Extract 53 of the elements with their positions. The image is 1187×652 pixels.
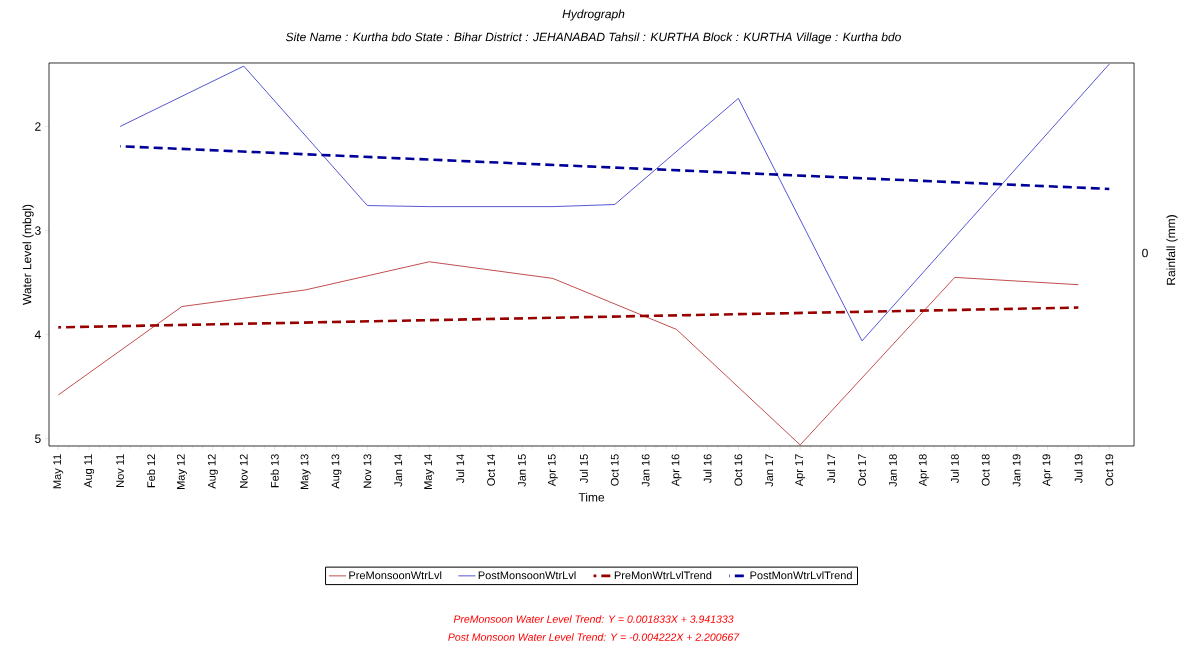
x-tick-label: Jan 15 [518,454,526,487]
x-tick-label: Aug 11 [84,454,95,488]
x-tick-label: Jan 16 [641,454,650,487]
x-tick-label: Jul 18 [950,454,959,483]
x-tick-label: Oct 16 [734,454,743,486]
text: 0 [1142,248,1148,258]
x-tick-label: Jul 17 [827,454,836,483]
x-tick-label: Jul 15 [579,454,588,483]
x-tick-label: Feb 13 [270,454,279,488]
x-tick-label: Oct 14 [487,454,495,486]
x-tick-label: Jul 19 [1074,454,1083,483]
x-tick-label: Jan 17 [765,454,774,487]
x-tick-label: Oct 18 [981,454,990,486]
x-tick-label: Jan 14 [394,454,403,487]
y-tick-label: 4 [34,330,41,339]
x-tick-label: May 14 [424,454,435,489]
text: Rainfall (mm) [1166,215,1178,285]
x-tick-label: May 13 [300,454,311,489]
x-tick-label: Nov 12 [239,454,248,488]
x-tick-label: Oct 19 [1105,454,1114,486]
x-tick-label: May 12 [176,454,187,489]
x-tick-label: Apr 15 [547,454,558,487]
x-tick-label: Aug 13 [331,454,342,489]
chart-subtitle: Site Name : Kurtha bdo State : Bihar District : JEHANABAD Tahsil : KURTHA Block : KURTHA Village : Kurtha bdo [285,32,901,44]
line-series [57,261,1079,446]
x-tick-label: Jul 14 [456,454,465,483]
x-tick-label: Oct 17 [858,454,866,486]
x-tick-label: Jul 16 [703,454,712,483]
x-tick-label: Apr 16 [671,454,682,487]
x-tick-label: Nov 11 [116,454,124,487]
x-tick-label: Nov 13 [363,454,372,488]
legend-label: PreMonWtrLvlTrend [614,571,712,580]
x-tick-label: Apr 19 [1042,454,1053,487]
y-axis-title: Water Level (mbgl) [22,204,34,305]
line-series [119,63,1110,342]
y-tick-label: 3 [34,226,41,235]
x-tick-label: Apr 17 [795,454,806,487]
legend-label: PreMonsoonWtrLvl [349,571,442,580]
legend-label: PostMonWtrLvlTrend [750,571,852,580]
x-axis-title: Time [578,492,605,502]
x-tick-label: Aug 12 [207,454,218,489]
x-tick-label: Feb 12 [146,454,156,488]
x-tick-label: Jan 19 [1012,454,1021,487]
x-tick-label: Apr 18 [918,454,929,487]
x-tick-label: Oct 15 [610,454,619,486]
y-tick-label: 2 [35,122,41,131]
x-tick-label: Jan 18 [889,454,897,487]
text: PreMonsoon Water Level Trend: Y = 0.001833X + 3.941333 [453,615,734,623]
y-tick-label: 5 [35,434,41,443]
x-tick-label: May 11 [53,454,64,489]
legend-label: PostMonsoonWtrLvl [478,571,576,580]
text: Post Monsoon Water Level Trend: Y = -0.004222X + 2.200667 [448,633,740,641]
chart-title: Hydrograph [562,9,625,21]
